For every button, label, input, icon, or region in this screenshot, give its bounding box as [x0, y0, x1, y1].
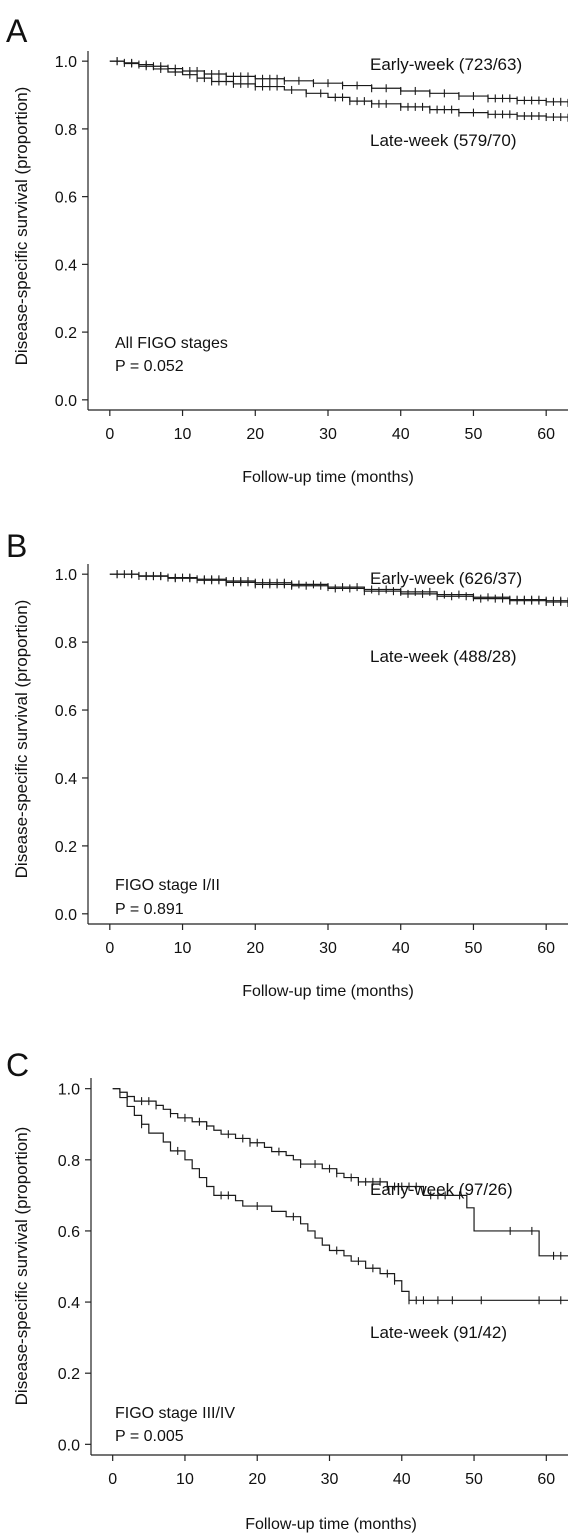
y-tick-label: 1.0	[58, 1082, 80, 1099]
annotation-stage: FIGO stage I/II	[115, 877, 220, 894]
panel-letter: B	[6, 528, 27, 564]
y-tick-label: 0.6	[55, 703, 77, 720]
x-tick-label: 10	[174, 426, 192, 443]
curves	[109, 57, 568, 122]
y-tick-label: 0.4	[55, 771, 77, 788]
y-tick-label: 0.0	[55, 393, 77, 410]
x-tick-label: 0	[108, 1471, 117, 1488]
y-tick-label: 0.4	[55, 257, 77, 274]
panel-letter: C	[6, 1047, 29, 1083]
x-tick-label: 30	[321, 1471, 339, 1488]
curves	[109, 570, 568, 608]
series-label-early-week: Early-week (626/37)	[370, 569, 522, 588]
x-tick-label: 10	[176, 1471, 194, 1488]
y-tick-label: 0.0	[55, 907, 77, 924]
survival-curve-early-week	[112, 1088, 568, 1257]
ticks: 0 10 20 30 40 50 60 0.0 0.2 0.4 0.6 0.8 1.0	[55, 567, 555, 957]
annotation-p-value: P = 0.052	[115, 358, 184, 375]
x-axis-label: Follow-up time (months)	[245, 1516, 417, 1533]
series-label-late-week: Late-week (488/28)	[370, 647, 516, 666]
x-tick-label: 50	[465, 426, 483, 443]
y-tick-label: 1.0	[55, 54, 77, 71]
y-axis-label: Disease-specific survival (proportion)	[12, 1127, 31, 1406]
x-tick-label: 0	[105, 940, 114, 957]
annotation-p-value: P = 0.005	[115, 1428, 184, 1445]
x-tick-label: 60	[537, 940, 555, 957]
x-tick-label: 20	[248, 1471, 266, 1488]
x-tick-label: 60	[537, 1471, 555, 1488]
y-tick-label: 0.6	[55, 190, 77, 207]
x-tick-label: 0	[105, 426, 114, 443]
x-axis-label: Follow-up time (months)	[242, 983, 414, 1000]
series-label-early-week: Early-week (723/63)	[370, 55, 522, 74]
y-axis-label: Disease-specific survival (proportion)	[12, 87, 31, 366]
series-label-early-week: Early-week (97/26)	[370, 1180, 513, 1199]
ticks: 0 10 20 30 40 50 60 0.0 0.2 0.4 0.6 0.8 1.0	[58, 1082, 556, 1488]
annotation-stage: FIGO stage III/IV	[115, 1405, 235, 1422]
x-tick-label: 30	[319, 940, 337, 957]
series-label-late-week: Late-week (579/70)	[370, 131, 516, 150]
y-tick-label: 0.4	[58, 1295, 80, 1312]
curves	[112, 1088, 568, 1305]
y-axis-label: Disease-specific survival (proportion)	[12, 600, 31, 879]
y-tick-label: 0.0	[58, 1437, 80, 1454]
y-tick-label: 0.8	[55, 122, 77, 139]
x-tick-label: 20	[246, 940, 264, 957]
x-tick-label: 50	[465, 1471, 483, 1488]
x-tick-label: 40	[392, 940, 410, 957]
panel-letter: A	[6, 13, 28, 49]
ticks: 0 10 20 30 40 50 60 0.0 0.2 0.4 0.6 0.8 1.0	[55, 54, 555, 443]
y-tick-label: 0.2	[55, 325, 77, 342]
panel-c: C Disease-specific survival (proportion)…	[6, 1047, 568, 1533]
x-tick-label: 40	[392, 426, 410, 443]
y-tick-label: 0.6	[58, 1224, 80, 1241]
x-tick-label: 10	[174, 940, 192, 957]
x-tick-label: 20	[246, 426, 264, 443]
x-tick-label: 30	[319, 426, 337, 443]
x-axis-label: Follow-up time (months)	[242, 469, 414, 486]
y-tick-label: 0.2	[55, 839, 77, 856]
annotation-p-value: P = 0.891	[115, 901, 184, 918]
y-tick-label: 0.8	[55, 635, 77, 652]
y-tick-label: 0.8	[58, 1153, 80, 1170]
x-tick-label: 40	[393, 1471, 411, 1488]
panel-b: B Disease-specific survival (proportion)…	[6, 528, 568, 1000]
panel-a: A Disease-specific survival (proportion)…	[6, 13, 568, 486]
x-tick-label: 50	[465, 940, 483, 957]
y-tick-label: 0.2	[58, 1366, 80, 1383]
y-tick-label: 1.0	[55, 567, 77, 584]
series-label-late-week: Late-week (91/42)	[370, 1323, 507, 1342]
x-tick-label: 60	[537, 426, 555, 443]
annotation-stage: All FIGO stages	[115, 335, 228, 352]
